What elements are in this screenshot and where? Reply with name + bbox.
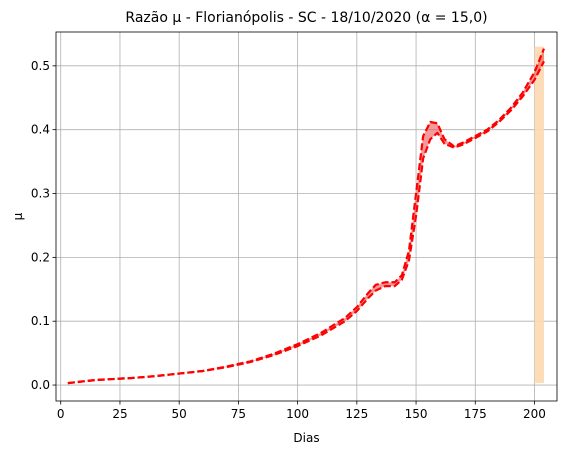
chart-title: Razão μ - Florianópolis - SC - 18/10/202…: [125, 10, 487, 26]
series-line-1: [67, 60, 545, 385]
y-tick-label: 0.4: [31, 123, 50, 137]
confidence-band: [67, 48, 544, 384]
y-tick-label: 0.0: [31, 378, 50, 392]
x-tick-label: 50: [172, 407, 187, 421]
series-layer: [67, 48, 545, 385]
x-tick-label: 150: [405, 407, 428, 421]
x-tick-label: 200: [523, 407, 546, 421]
y-tick-label: 0.3: [31, 187, 50, 201]
x-tick-label: 175: [464, 407, 487, 421]
y-tick-label: 0.1: [31, 314, 50, 328]
x-axis-ticks: 0 25 50 75 100 125 150 175 200: [57, 401, 546, 421]
y-axis-label: μ: [11, 212, 25, 220]
plot-frame: [55, 31, 558, 402]
y-tick-label: 0.2: [31, 250, 50, 264]
confidence-band-layer: [67, 48, 544, 384]
series-line-2: [67, 48, 545, 385]
highlight-span: [534, 46, 544, 384]
x-tick-label: 75: [231, 407, 246, 421]
y-tick-label: 0.5: [31, 59, 50, 73]
x-tick-label: 25: [112, 407, 127, 421]
y-axis-ticks: 0.0 0.1 0.2 0.3 0.4 0.5: [31, 59, 56, 392]
x-tick-label: 100: [286, 407, 309, 421]
x-tick-label: 125: [345, 407, 368, 421]
highlight-span-layer: [534, 46, 544, 384]
x-axis-label: Dias: [293, 431, 319, 445]
x-tick-label: 0: [57, 407, 65, 421]
grid-lines: [56, 32, 557, 401]
